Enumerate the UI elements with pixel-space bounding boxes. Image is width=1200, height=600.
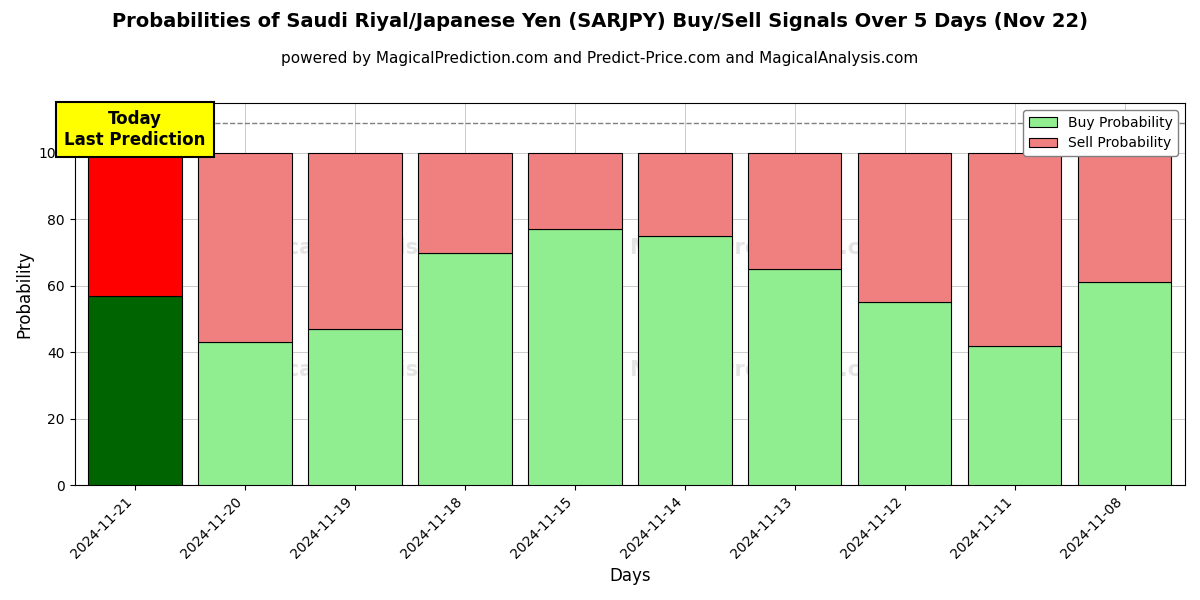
Bar bbox=[308, 329, 402, 485]
Bar bbox=[748, 153, 841, 269]
Bar bbox=[528, 229, 622, 485]
Text: MagicalPrediction.com: MagicalPrediction.com bbox=[630, 238, 896, 258]
Bar bbox=[419, 253, 511, 485]
Bar bbox=[308, 153, 402, 329]
Text: powered by MagicalPrediction.com and Predict-Price.com and MagicalAnalysis.com: powered by MagicalPrediction.com and Pre… bbox=[281, 51, 919, 66]
Bar bbox=[968, 346, 1061, 485]
Text: MagicalAnalysis.com: MagicalAnalysis.com bbox=[230, 361, 474, 380]
X-axis label: Days: Days bbox=[610, 567, 650, 585]
Bar bbox=[858, 302, 952, 485]
Bar bbox=[1078, 153, 1171, 283]
Bar bbox=[419, 153, 511, 253]
Legend: Buy Probability, Sell Probability: Buy Probability, Sell Probability bbox=[1024, 110, 1178, 156]
Bar bbox=[858, 153, 952, 302]
Text: Today
Last Prediction: Today Last Prediction bbox=[65, 110, 206, 149]
Bar bbox=[89, 296, 182, 485]
Bar bbox=[198, 153, 292, 342]
Bar bbox=[748, 269, 841, 485]
Bar bbox=[198, 342, 292, 485]
Y-axis label: Probability: Probability bbox=[16, 250, 34, 338]
Bar bbox=[1078, 283, 1171, 485]
Bar bbox=[638, 236, 732, 485]
Bar bbox=[528, 153, 622, 229]
Text: MagicalPrediction.com: MagicalPrediction.com bbox=[630, 361, 896, 380]
Bar bbox=[89, 153, 182, 296]
Text: MagicalAnalysis.com: MagicalAnalysis.com bbox=[230, 238, 474, 258]
Bar bbox=[638, 153, 732, 236]
Bar bbox=[968, 153, 1061, 346]
Text: Probabilities of Saudi Riyal/Japanese Yen (SARJPY) Buy/Sell Signals Over 5 Days : Probabilities of Saudi Riyal/Japanese Ye… bbox=[112, 12, 1088, 31]
